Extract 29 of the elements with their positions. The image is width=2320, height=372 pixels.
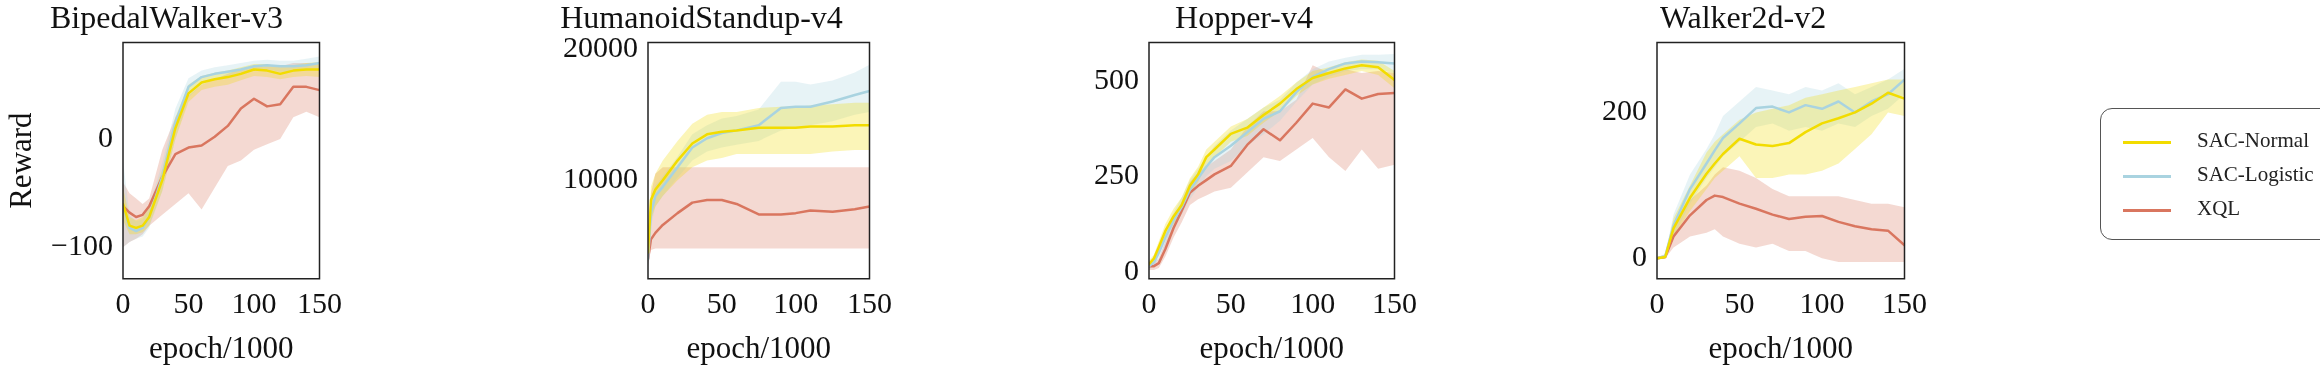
- chart-title: Walker2d-v2: [1659, 0, 1827, 35]
- x-tick-label: 50: [1215, 285, 1246, 319]
- legend-label: SAC-Normal: [2197, 128, 2309, 152]
- chart-title: BipedalWalker-v3: [49, 0, 284, 35]
- x-tick-label: 100: [231, 285, 277, 319]
- y-tick-label: 0: [1124, 252, 1139, 286]
- x-tick-label: 100: [773, 285, 819, 319]
- x-axis-title: epoch/1000: [686, 329, 832, 365]
- x-axis-title: epoch/1000: [1199, 329, 1345, 365]
- x-axis-title: epoch/1000: [1708, 329, 1854, 365]
- x-tick-label: 150: [1372, 285, 1417, 319]
- y-tick-label: 10000: [563, 161, 638, 195]
- chart-title: Hopper-v4: [1175, 0, 1313, 35]
- x-tick-label: 100: [1290, 285, 1336, 319]
- x-tick-label: 50: [706, 285, 737, 319]
- legend-label: XQL: [2197, 196, 2241, 220]
- y-tick-label: 250: [1094, 157, 1139, 191]
- x-tick-label: 100: [1799, 285, 1845, 319]
- y-tick-label: 200: [1602, 93, 1647, 127]
- legend-label: SAC-Logistic: [2197, 162, 2314, 186]
- x-tick-label: 50: [173, 285, 204, 319]
- x-tick-label: 50: [1724, 285, 1755, 319]
- y-axis-title: Reward: [2, 111, 38, 209]
- y-tick-label: 500: [1094, 61, 1139, 95]
- y-tick-label: −100: [51, 228, 113, 262]
- x-axis-title: epoch/1000: [148, 329, 294, 365]
- x-tick-label: 150: [1882, 285, 1927, 319]
- x-tick-label: 150: [297, 285, 342, 319]
- x-tick-label: 150: [847, 285, 892, 319]
